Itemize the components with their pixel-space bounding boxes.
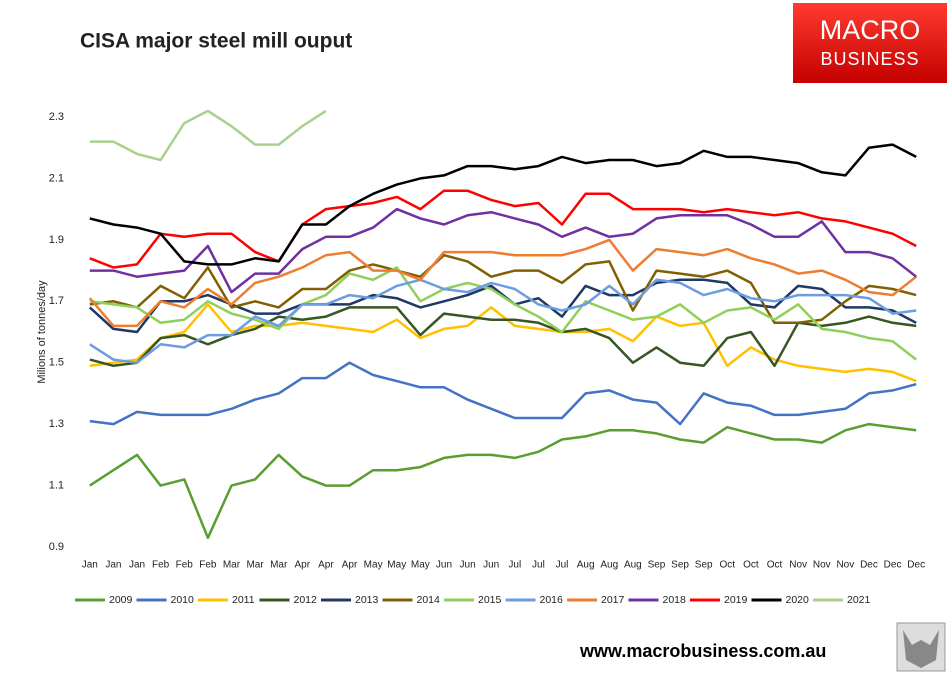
fox-icon <box>903 630 939 668</box>
legend-label: 2018 <box>663 594 687 606</box>
x-tick-label: Sep <box>671 560 689 571</box>
series-line <box>88 238 917 328</box>
chart-title: CISA major steel mill ouput <box>80 30 352 53</box>
x-tick-label: Jun <box>483 560 499 571</box>
legend-label: 2016 <box>540 594 564 606</box>
x-tick-label: Nov <box>813 560 831 571</box>
x-tick-label: May <box>364 560 383 571</box>
series-line <box>89 306 917 368</box>
x-tick-label: Jun <box>436 560 452 571</box>
series-line <box>89 361 917 426</box>
x-tick-label: Jul <box>508 560 521 571</box>
footer-url: www.macrobusiness.com.au <box>579 641 826 661</box>
y-tick-label: 1.5 <box>49 357 64 369</box>
series-line <box>89 109 327 162</box>
legend-label: 2020 <box>786 594 810 606</box>
x-tick-label: Aug <box>577 560 595 571</box>
legend-label: 2014 <box>417 594 441 606</box>
x-tick-label: May <box>411 560 430 571</box>
legend-label: 2017 <box>601 594 625 606</box>
series-line <box>89 422 917 540</box>
series-line <box>88 278 917 334</box>
x-tick-label: Feb <box>152 560 170 571</box>
x-tick-label: Oct <box>720 560 736 571</box>
series-line <box>89 189 917 269</box>
x-tick-label: Jun <box>460 560 476 571</box>
x-tick-label: Oct <box>767 560 783 571</box>
y-tick-label: 1.1 <box>49 479 64 491</box>
y-tick-label: 1.7 <box>49 295 64 307</box>
x-tick-label: Apr <box>318 560 334 571</box>
y-tick-label: 1.3 <box>49 418 64 430</box>
y-tick-label: 2.3 <box>49 111 64 123</box>
legend-label: 2013 <box>355 594 379 606</box>
x-tick-label: Aug <box>600 560 618 571</box>
series-line <box>89 207 917 294</box>
x-tick-label: Feb <box>176 560 194 571</box>
legend-label: 2019 <box>724 594 748 606</box>
x-tick-label: Jan <box>82 560 98 571</box>
x-tick-label: Apr <box>295 560 311 571</box>
x-tick-label: Feb <box>199 560 217 571</box>
logo-box <box>793 3 947 83</box>
logo-text: MACRO <box>820 15 921 45</box>
legend-label: 2009 <box>109 594 133 606</box>
legend-label: 2010 <box>171 594 195 606</box>
x-tick-label: May <box>387 560 406 571</box>
x-tick-label: Apr <box>342 560 358 571</box>
y-tick-label: 1.9 <box>49 234 64 246</box>
x-tick-label: Jul <box>556 560 569 571</box>
x-tick-label: Aug <box>624 560 642 571</box>
x-tick-label: Jan <box>105 560 121 571</box>
x-tick-label: Dec <box>907 560 925 571</box>
x-tick-label: Sep <box>695 560 713 571</box>
y-tick-label: 0.9 <box>49 541 64 553</box>
x-tick-label: Jul <box>532 560 545 571</box>
x-tick-label: Mar <box>223 560 241 571</box>
x-tick-label: Mar <box>270 560 288 571</box>
legend-label: 2012 <box>294 594 318 606</box>
x-tick-label: Oct <box>743 560 759 571</box>
series-line <box>89 266 917 361</box>
legend-label: 2011 <box>232 594 255 606</box>
y-axis-label: Milions of tonnes/day <box>36 280 48 384</box>
y-tick-label: 2.1 <box>49 172 64 184</box>
x-tick-label: Dec <box>860 560 878 571</box>
x-tick-label: Nov <box>789 560 807 571</box>
x-tick-label: Jan <box>129 560 145 571</box>
x-tick-label: Sep <box>648 560 666 571</box>
x-tick-label: Mar <box>246 560 264 571</box>
legend-label: 2021 <box>847 594 871 606</box>
series-line <box>89 143 917 266</box>
x-tick-label: Nov <box>836 560 854 571</box>
x-tick-label: Dec <box>884 560 902 571</box>
series-line <box>89 278 917 364</box>
logo-text: BUSINESS <box>820 49 919 69</box>
legend-label: 2015 <box>478 594 502 606</box>
